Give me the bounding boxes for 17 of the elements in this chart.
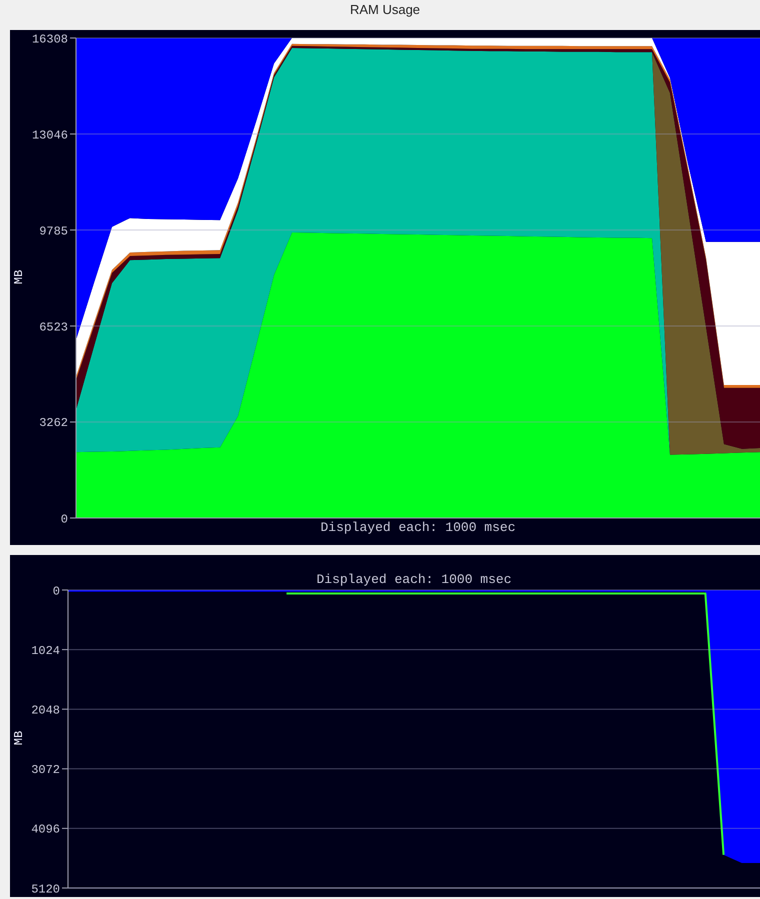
y-tick-label: 16308 (32, 32, 68, 46)
y-tick-label: 0 (60, 512, 68, 526)
text: Displayed each: 1000 msec (315, 572, 513, 587)
y-tick-label: 6523 (39, 320, 68, 334)
y-tick-label: 2048 (31, 703, 60, 718)
y-axis-title: MB (12, 730, 26, 746)
text: Displayed each: 1000 msec (319, 520, 517, 535)
y-tick-label: 3262 (39, 416, 68, 430)
y-axis-title: MB (12, 270, 26, 284)
y-tick-label: 3072 (31, 763, 60, 778)
y-tick-label: 13046 (32, 128, 68, 142)
y-tick-label: 1024 (31, 644, 60, 658)
y-tick-label: 0 (52, 584, 60, 598)
y-tick-label: 5120 (31, 882, 60, 896)
chart-title: RAM Usage (348, 2, 422, 17)
y-tick-label: 4096 (31, 822, 60, 837)
y-tick-label: 9785 (39, 224, 68, 238)
